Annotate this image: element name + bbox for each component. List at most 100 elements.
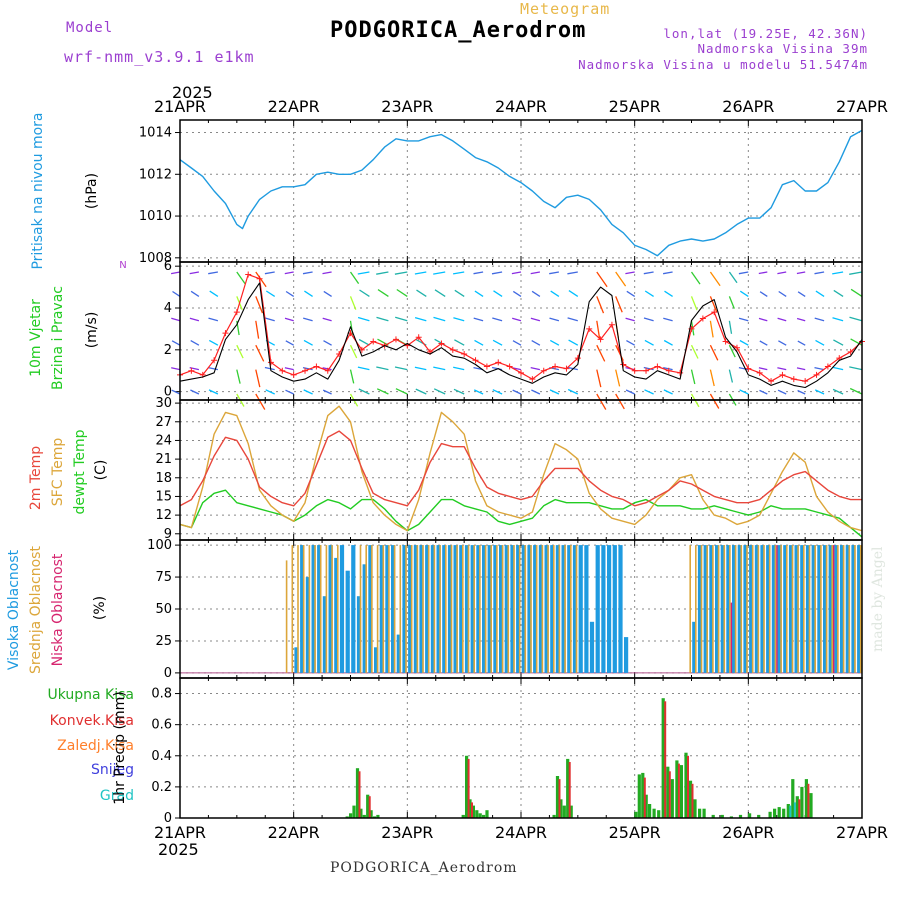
wind-gust-marker [654, 363, 661, 370]
station-coordinates: lon,lat (19.25E, 42.36N) [663, 26, 868, 41]
cloud-bar-0 [567, 545, 572, 673]
wind-arrow [394, 366, 408, 371]
wind-arrow [208, 271, 219, 275]
y-tick-label: 25 [155, 634, 172, 649]
station-elevation: Nadmorska Visina 39m [697, 41, 868, 56]
wind-arrow [549, 271, 560, 275]
y-tick-label: 15 [155, 489, 172, 504]
wind-arrow [358, 388, 370, 395]
wind-arrow [473, 317, 484, 322]
cloud-bar-0 [817, 545, 822, 673]
cloud-bar-1 [530, 545, 532, 673]
cloud-bar-1 [365, 545, 367, 673]
precip-bar [369, 810, 373, 818]
precip-bar [793, 802, 796, 818]
wind-arrow [357, 366, 370, 371]
wind-arrow [815, 290, 825, 297]
wind-arrow [759, 389, 768, 395]
wind-arrow [850, 338, 863, 346]
precip-bar [757, 814, 761, 818]
cloud-bar-1 [501, 545, 504, 673]
wind-arrow [814, 271, 825, 275]
wind-arrow [738, 366, 749, 371]
precip-bar [552, 814, 556, 818]
precip-bar [698, 808, 702, 818]
y-tick-label: 0.8 [151, 687, 172, 702]
wind-gust-marker [779, 371, 786, 378]
wind-arrow [376, 271, 389, 275]
wind-arrow [349, 369, 355, 384]
wind-arrow [473, 271, 484, 275]
cloud-bar-0 [572, 545, 578, 673]
panel-clouds: 0 25 50 75 100 [147, 538, 863, 681]
wind-gust-marker [677, 369, 684, 376]
precip-bar [668, 771, 671, 818]
cloud-bar-1 [797, 545, 799, 673]
cloud-bar-1 [524, 545, 527, 673]
wind-arrow [395, 388, 408, 395]
wind-arrow [531, 389, 541, 395]
wind-arrow [396, 288, 408, 297]
cloud-bar-1 [439, 545, 441, 673]
cloud-bar-1 [518, 545, 521, 673]
axis-label-temp-unit: (C) [93, 460, 109, 481]
y-tick-label: 18 [155, 471, 172, 486]
precip-bar [461, 814, 465, 818]
axis-label-wind: 10m Vjetar [28, 299, 44, 377]
wind-arrow [690, 344, 699, 359]
precip-bar [670, 779, 674, 818]
precip-bar [786, 804, 790, 818]
year-label-top: 2025 [172, 83, 213, 102]
cloud-bar-0 [697, 545, 703, 673]
precip-bar [768, 811, 772, 818]
cloud-bar-1 [700, 545, 703, 673]
wind-arrow [171, 389, 181, 395]
precip-bar [558, 779, 561, 818]
cloud-bar-1 [689, 545, 691, 673]
precip-bar [804, 779, 808, 818]
cloud-bar-1 [717, 545, 720, 673]
wind-arrow [759, 291, 768, 297]
cloud-bar-0 [339, 545, 345, 673]
wind-gust-marker [245, 271, 252, 278]
wind-arrow [664, 290, 673, 297]
cloud-bar-0 [294, 647, 299, 673]
wind-arrow [662, 271, 673, 275]
cloud-bar-0 [385, 545, 390, 673]
cloud-bar-1 [803, 545, 805, 673]
wind-arrow [433, 388, 446, 395]
cloud-bar-0 [396, 634, 401, 673]
precip-bar [467, 758, 470, 818]
cloud-bar-1 [337, 545, 339, 673]
precip-legend-1: Konvek.Kisa [50, 713, 134, 729]
precip-bar [359, 808, 363, 818]
cloud-bar-0 [351, 545, 356, 673]
precip-bars [345, 698, 813, 818]
wind-arrow [567, 388, 579, 395]
cloud-bar-1 [433, 545, 436, 673]
cloud-bar-0 [589, 621, 595, 673]
cloud-bar-1 [382, 545, 385, 673]
wind-gust-marker [711, 309, 718, 316]
precip-bar [634, 811, 638, 818]
pressure-line [179, 129, 863, 257]
model-label: Model [66, 20, 114, 36]
cloud-bar-0 [834, 545, 839, 673]
cloud-bar-0 [300, 545, 305, 673]
wind-gust-marker [483, 363, 490, 370]
wind-arrow [644, 389, 654, 395]
cloud-bar-0 [328, 545, 333, 673]
wind-arrow [171, 367, 181, 371]
axis-label-pressure: Pritisak na nivou mora [30, 112, 46, 269]
wind-arrow [615, 393, 625, 410]
cloud-bar-1 [496, 545, 498, 673]
wind-arrow [739, 290, 749, 297]
precip-bar [675, 760, 679, 818]
wind-arrow [797, 291, 806, 297]
axis-label-dewpt: dewpt Temp [72, 429, 88, 514]
wind-arrow [255, 393, 266, 410]
precip-bar [644, 794, 648, 818]
wind-gust-marker [540, 367, 547, 374]
wind-arrow [796, 271, 806, 275]
cloud-bar-0 [453, 545, 458, 673]
